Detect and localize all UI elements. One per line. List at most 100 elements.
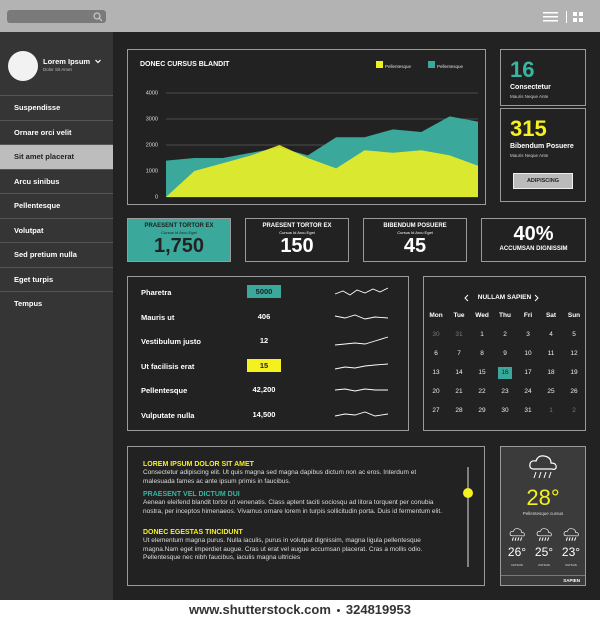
calendar-day[interactable]: 10 (524, 350, 532, 357)
forecast-label: cursus (511, 562, 523, 567)
menu-item[interactable]: Pellentesque (0, 193, 113, 218)
menu-item[interactable]: Suspendisse (0, 95, 113, 120)
row-label: Pellentesque (141, 386, 188, 395)
weekday: Fri (523, 312, 533, 319)
rain (574, 537, 577, 541)
calendar-day[interactable]: 19 (570, 369, 578, 376)
search-box[interactable] (7, 10, 106, 23)
card-title: ACCUMSAN DIGNISSIM (499, 246, 568, 252)
calendar-day[interactable]: 26 (570, 388, 578, 395)
menu-item[interactable]: Sed pretium nulla (0, 242, 113, 267)
sparkline (334, 287, 389, 296)
rain (533, 471, 537, 479)
rain (541, 537, 544, 541)
calendar-day[interactable]: 21 (455, 388, 463, 395)
y-tick-label: 0 (155, 194, 158, 200)
scroll-slider (463, 467, 473, 567)
stat-sublabel: Mauris Neque Ante (510, 153, 549, 158)
weather-panel: 28° Pellentesque cursus 26° cursus 25° cursus… (500, 446, 586, 586)
weather-temp: 28° (526, 485, 560, 510)
stat-label: Bibendum Posuere (510, 143, 574, 150)
row-value: 15 (247, 358, 281, 372)
y-tick-label: 3000 (146, 116, 158, 122)
calendar-day[interactable]: 24 (524, 388, 532, 395)
row-value: 406 (257, 311, 271, 321)
calendar-day[interactable]: 20 (432, 388, 440, 395)
weather-icon (529, 455, 557, 479)
weather-icon (563, 528, 579, 541)
weather-footer: SAPIEN (501, 575, 585, 585)
calendar-day[interactable]: 28 (455, 407, 463, 414)
calendar-day[interactable]: 29 (478, 407, 486, 414)
calendar-day[interactable]: 5 (572, 331, 576, 338)
stat-button[interactable]: ADIPISCING (513, 173, 573, 189)
calendar-day[interactable]: 30 (432, 331, 440, 338)
calendar-day[interactable]: 14 (455, 369, 463, 376)
separator (336, 609, 340, 613)
menu-item[interactable]: Ornare orci velit (0, 119, 113, 145)
menu-item[interactable]: Volutpat (0, 217, 113, 243)
calendar-day[interactable]: 18 (547, 369, 555, 376)
forecast-temp: 25° (534, 545, 554, 559)
calendar-day[interactable]: 6 (434, 350, 438, 357)
row-label: Pharetra (141, 288, 172, 297)
calendar-day[interactable]: 31 (455, 331, 463, 338)
menu-icons[interactable] (543, 11, 588, 23)
legend-swatch (428, 61, 435, 68)
rain (548, 471, 552, 479)
rain (543, 471, 547, 479)
weekday: Wed (475, 312, 489, 319)
calendar-day[interactable]: 25 (547, 388, 555, 395)
weekday: Sat (545, 312, 557, 319)
calendar-day[interactable]: 27 (432, 407, 440, 414)
row-label: Mauris ut (141, 312, 175, 322)
stat-value: 315 (510, 116, 547, 141)
stat-sublabel: Mauris Neque Ante (510, 94, 549, 99)
calendar-day[interactable]: 17 (524, 369, 532, 376)
article-body: Consectetur adipiscing elit. Ut quis mag… (143, 469, 417, 485)
row-value: 42,200 (252, 385, 276, 394)
calendar-day[interactable]: 1 (549, 407, 553, 414)
calendar-day[interactable]: 13 (432, 369, 440, 376)
search-icon (93, 12, 103, 22)
calendar-day[interactable]: 16 (498, 367, 512, 379)
card-title: PRAESENT TORTOR EX (144, 223, 214, 229)
calendar-day[interactable]: 12 (570, 350, 578, 357)
calendar-day[interactable]: 23 (501, 388, 509, 395)
sparkline-path (334, 388, 388, 392)
calendar-day[interactable]: 30 (501, 407, 509, 414)
sparkline (334, 336, 389, 346)
sparkline-path (334, 336, 389, 346)
article-heading: DONEC EGESTAS TINCIDUNT (143, 529, 243, 536)
user-subtitle: Dolor Sit Amet (43, 67, 72, 72)
calendar-day[interactable]: 3 (526, 331, 530, 338)
rain (520, 537, 523, 541)
weather-caption: Pellentesque cursus (522, 511, 564, 516)
card-value: 40% (513, 223, 554, 245)
row-label: Vestibulum justo (141, 337, 202, 346)
menu-item[interactable]: Arcu sinibus (0, 168, 113, 194)
calendar-day[interactable]: 2 (503, 331, 507, 338)
sparkline-path (334, 314, 389, 319)
calendar-day[interactable]: 15 (478, 369, 486, 376)
calendar-day[interactable]: 7 (457, 350, 461, 357)
menu-item[interactable]: Sit amet placerat (0, 144, 113, 169)
calendar-day[interactable]: 22 (478, 388, 486, 395)
kpi-card: PRAESENT TORTOR EX Cursus Id Arcu Eget 1,7… (127, 218, 231, 262)
rain (538, 471, 542, 479)
sparkline (334, 314, 389, 319)
calendar-day[interactable]: 4 (549, 331, 553, 338)
calendar-day[interactable]: 11 (547, 350, 555, 357)
stat-label: Consectetur (510, 84, 551, 91)
calendar-day[interactable]: 1 (480, 331, 484, 338)
calendar-day[interactable]: 31 (524, 407, 532, 414)
menu-item[interactable]: Tempus (0, 291, 113, 316)
stat-panel: 16 Consectetur Mauris Neque Ante (500, 49, 586, 106)
calendar-day[interactable]: 9 (503, 350, 507, 357)
prev-arrow (464, 294, 469, 302)
calendar-day[interactable]: 8 (480, 350, 484, 357)
menu-item[interactable]: Eget turpis (0, 266, 113, 292)
calendar-day[interactable]: 2 (572, 407, 576, 414)
rain (511, 537, 514, 541)
